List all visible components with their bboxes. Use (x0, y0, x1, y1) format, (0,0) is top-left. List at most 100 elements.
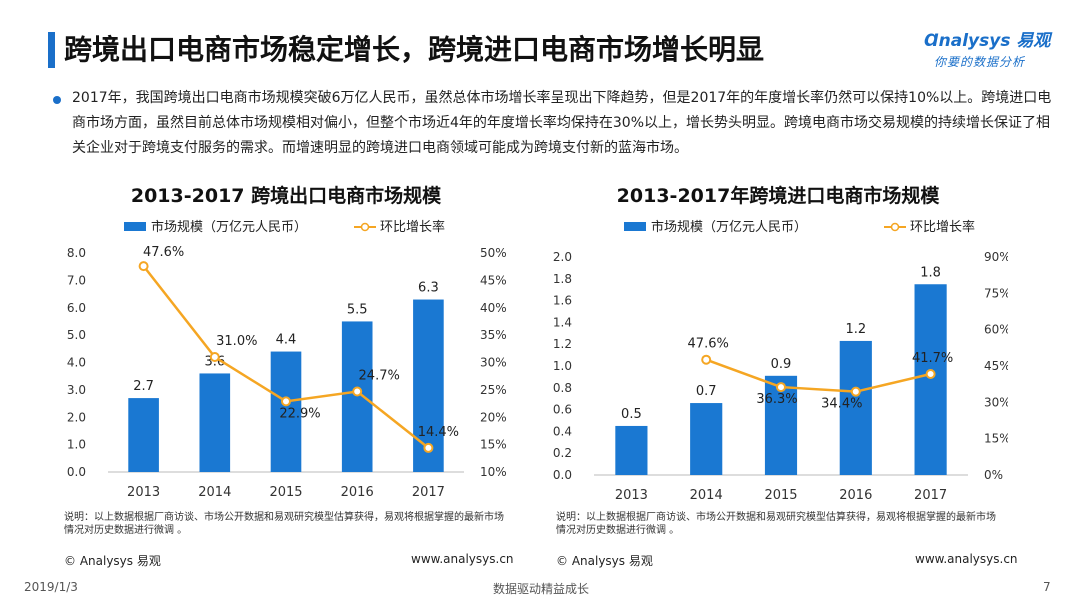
y-right-tick-label: 50% (480, 246, 507, 260)
y-left-tick-label: 5.0 (67, 328, 86, 342)
title-accent-bar (48, 32, 55, 68)
analysys-logo: Ɑnalysys 易观 你要的数据分析 (924, 26, 1064, 74)
x-tick-label: 2017 (914, 488, 947, 503)
legend-bar-label: 市场规模（万亿元人民币） (651, 219, 807, 235)
y-left-tick-label: 1.6 (553, 294, 572, 308)
growth-rate-line (705, 358, 931, 393)
export-market-chart: 2013-2017 跨境出口电商市场规模市场规模（万亿元人民币） 环比增长率 0.0… (56, 172, 516, 552)
bar (690, 403, 723, 475)
growth-rate-point (925, 368, 936, 379)
summary-text: 2017年，我国跨境出口电商市场规模突破6万亿人民币，虽然总体市场增长率呈现出下… (72, 90, 1052, 156)
chart-note-right: 说明：以上数据根据厂商访谈、市场公开数据和易观研究模型估算获得，易观将根据掌握的… (556, 512, 996, 536)
legend-bar-swatch (624, 222, 646, 231)
y-left-tick-label: 1.8 (553, 272, 572, 286)
y-left-tick-label: 3.0 (67, 383, 86, 397)
growth-rate-label: 24.7% (359, 369, 400, 384)
y-left-tick-label: 1.0 (553, 359, 572, 373)
bar-value-label: 4.4 (276, 333, 297, 348)
y-right-tick-label: 45% (480, 273, 507, 287)
legend-line-label: 环比增长率 (380, 219, 445, 235)
growth-rate-label: 47.6% (688, 337, 729, 352)
chart-title: 2013-2017年跨境进口电商市场规模 (617, 184, 941, 207)
y-right-tick-label: 20% (480, 410, 507, 424)
y-left-tick-label: 1.4 (553, 315, 572, 329)
growth-rate-point (701, 354, 712, 365)
growth-rate-label: 22.9% (279, 406, 320, 421)
bar (914, 284, 947, 475)
bar-value-label: 2.7 (133, 379, 154, 394)
y-right-tick-label: 10% (480, 465, 507, 479)
bar-value-label: 0.9 (771, 357, 792, 372)
bar-value-label: 1.8 (920, 265, 941, 280)
footer-slogan: 数据驱动精益成长 (493, 582, 590, 596)
y-left-tick-label: 0.4 (553, 424, 572, 438)
growth-rate-point (776, 382, 786, 393)
copyright-left: © Analysys 易观 (64, 554, 161, 568)
y-left-tick-label: 7.0 (67, 273, 86, 287)
y-left-tick-label: 2.0 (553, 250, 572, 264)
x-tick-label: 2014 (690, 488, 723, 503)
website-right[interactable]: www.analysys.cn (915, 552, 1018, 566)
bar (270, 351, 302, 472)
y-left-tick-label: 2.0 (67, 410, 86, 424)
y-right-tick-label: 60% (984, 323, 1008, 337)
y-right-tick-label: 90% (984, 250, 1008, 264)
logo-tagline: 你要的数据分析 (934, 55, 1026, 69)
legend-bar-label: 市场规模（万亿元人民币） (151, 219, 307, 235)
legend-line-marker (890, 222, 900, 232)
y-right-tick-label: 15% (480, 438, 507, 452)
x-tick-label: 2017 (412, 485, 445, 500)
bar-value-label: 5.5 (347, 302, 368, 317)
y-right-tick-label: 40% (480, 301, 507, 315)
y-right-tick-label: 75% (984, 286, 1008, 300)
bar-value-label: 0.5 (621, 407, 642, 422)
x-tick-label: 2015 (269, 485, 302, 500)
growth-rate-label: 36.3% (756, 392, 797, 407)
import-market-chart: 2013-2017年跨境进口电商市场规模 市场规模（万亿元人民币） 环比增长率 0.0… (548, 172, 1008, 552)
bullet-dot-icon (53, 96, 61, 104)
footer-date: 2019/1/3 (24, 580, 78, 594)
bar-value-label: 6.3 (418, 281, 439, 296)
x-tick-label: 2013 (127, 485, 160, 500)
legend-bar-swatch (124, 222, 146, 231)
bar-value-label: 0.7 (696, 384, 717, 399)
growth-rate-point (209, 352, 220, 363)
growth-rate-label: 47.6% (143, 245, 184, 260)
bar (839, 340, 872, 475)
growth-rate-point (352, 386, 363, 397)
y-right-tick-label: 0% (984, 468, 1003, 482)
growth-rate-point (850, 386, 861, 397)
page-title: 跨境出口电商市场稳定增长，跨境进口电商市场增长明显 (64, 33, 765, 66)
y-left-tick-label: 8.0 (67, 246, 86, 260)
x-tick-label: 2016 (341, 485, 374, 500)
logo-main-text: Ɑnalysys 易观 (924, 26, 1064, 51)
website-left[interactable]: www.analysys.cn (411, 552, 514, 566)
growth-rate-label: 14.4% (418, 425, 459, 440)
y-right-tick-label: 45% (984, 359, 1008, 373)
y-right-tick-label: 30% (480, 356, 507, 370)
bar (128, 398, 159, 472)
y-left-tick-label: 1.0 (67, 438, 86, 452)
y-left-tick-label: 0.2 (553, 446, 572, 460)
y-right-tick-label: 15% (984, 432, 1008, 446)
chart-title: 2013-2017 跨境出口电商市场规模 (131, 184, 442, 207)
bar-value-label: 1.2 (845, 322, 866, 337)
x-tick-label: 2013 (615, 488, 648, 503)
x-tick-label: 2016 (839, 488, 872, 503)
growth-rate-label: 31.0% (216, 334, 257, 349)
growth-rate-point (423, 442, 434, 453)
chart-note-left: 说明：以上数据根据厂商访谈、市场公开数据和易观研究模型估算获得，易观将根据掌握的… (64, 512, 504, 536)
growth-rate-label: 41.7% (912, 351, 953, 366)
footer-page-number: 7 (1043, 580, 1051, 594)
logo-main-label: nalysys 易观 (938, 31, 1051, 51)
y-left-tick-label: 4.0 (67, 356, 86, 370)
growth-rate-point (138, 261, 149, 272)
y-right-tick-label: 25% (480, 383, 507, 397)
x-tick-label: 2015 (764, 488, 797, 503)
bar (764, 375, 798, 475)
bar (341, 321, 373, 472)
y-left-tick-label: 1.2 (553, 337, 572, 351)
y-left-tick-label: 0.0 (67, 465, 86, 479)
